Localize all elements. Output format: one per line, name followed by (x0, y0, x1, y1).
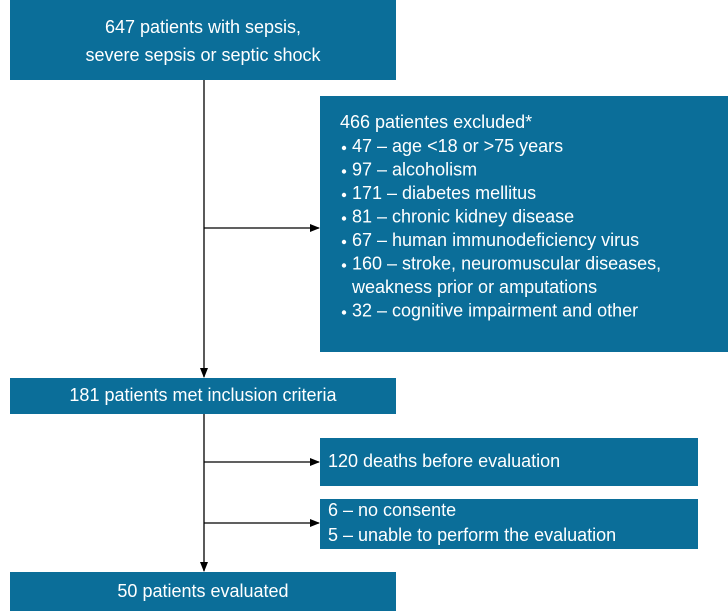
box (10, 378, 396, 414)
box-text: 50 patients evaluated (117, 581, 288, 601)
bullet-text: weakness prior or amputations (351, 277, 597, 297)
bullet-list: 47 – age <18 or >75 years 97 – alcoholism… (341, 136, 661, 320)
bullet-text: 32 – cognitive impairment and other (352, 300, 638, 320)
box-text: 647 patients with sepsis, (105, 17, 301, 37)
bullet (341, 169, 347, 174)
bullet-text: 97 – alcoholism (352, 159, 477, 179)
box-title: 466 patientes excluded* (340, 112, 532, 132)
bullet (341, 145, 347, 151)
bullet (341, 263, 347, 268)
bullet (341, 192, 347, 198)
box (320, 499, 698, 549)
box-text: 181 patients met inclusion criteria (69, 385, 337, 405)
bullet-text: 67 – human immunodeficiency virus (352, 230, 639, 250)
bullet-text: 160 – stroke, neuromuscular diseases, (352, 253, 661, 273)
box (10, 572, 396, 611)
box (320, 438, 698, 486)
box (320, 96, 728, 352)
bullet (341, 310, 347, 315)
bullet-text: 171 – diabetes mellitus (352, 183, 536, 203)
bullet-text: 81 – chronic kidney disease (352, 206, 574, 226)
bullet (341, 239, 347, 245)
bullet-text: 47 – age <18 or >75 years (352, 136, 563, 156)
box-text: 5 – unable to perform the evaluation (328, 525, 616, 545)
box (10, 0, 396, 80)
box-text: 6 – no consente (328, 500, 456, 520)
box-text: 120 deaths before evaluation (328, 451, 560, 471)
box-text: severe sepsis or septic shock (85, 45, 321, 65)
bullet (341, 216, 347, 221)
